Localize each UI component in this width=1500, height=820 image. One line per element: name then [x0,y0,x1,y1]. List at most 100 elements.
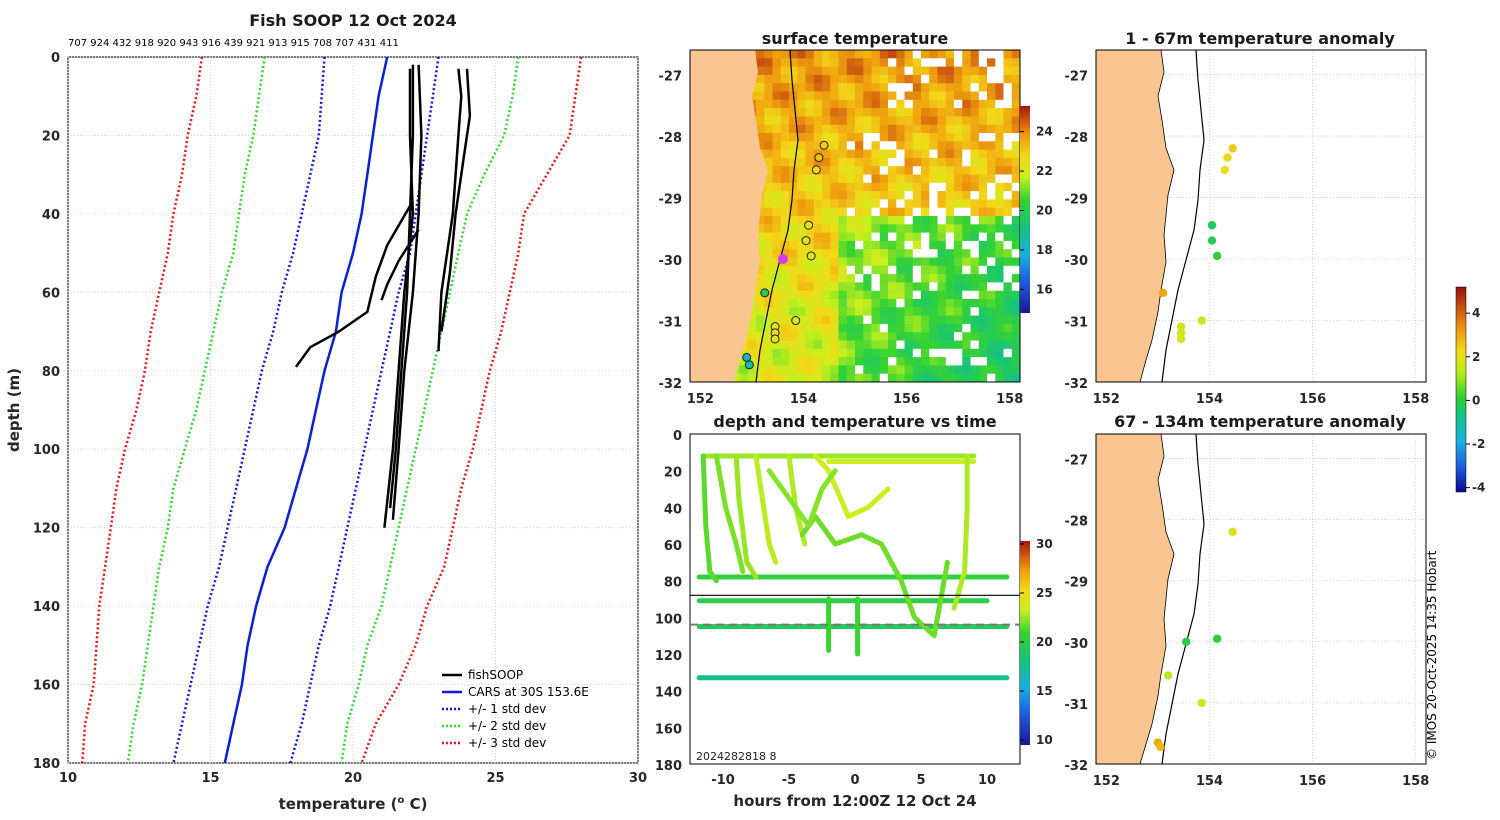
sst-cell [813,66,823,76]
sst-cell [921,174,930,184]
sst-cell [830,141,839,150]
sst-cell [813,348,823,358]
sst-cell [871,207,881,217]
sst-cell [747,348,757,358]
sst-station-marker [811,165,821,175]
sst-cell [772,124,782,134]
sst-cell [805,199,815,209]
sst-cell [921,58,930,67]
sst-cell [945,332,955,341]
sst-cell [756,348,765,358]
sst-cell [756,232,765,242]
sst-cell [954,216,963,225]
sst-cell [1003,282,1013,292]
sst-cell [888,149,897,159]
sst-cell [855,83,864,92]
sst-cell [995,315,1004,325]
sst-cell [813,265,823,275]
sst-cell [954,191,963,200]
sst-cell [789,282,798,292]
sst-cell [937,124,947,134]
sst-cell [888,66,897,76]
sst-cell [805,141,815,150]
sst-cell [978,274,988,283]
sst-cell [789,58,798,67]
sst-cell [896,83,905,92]
sst-cell [896,141,905,150]
sst-cell [863,257,872,267]
sst-cell [838,340,848,350]
sst-cell [970,116,980,126]
sst-cell [871,224,881,233]
sst-cell [805,99,815,109]
sst-cell [888,124,897,134]
sst-cell [970,240,980,250]
sst-cell [797,265,806,275]
sst-cell [937,299,947,308]
sst-cell [879,299,889,308]
sst-cell [813,357,823,366]
sst-cell [813,91,823,101]
ts-ytick: 160 [655,722,682,737]
sst-cell [871,332,881,341]
sst-cell [937,207,947,217]
sst-cell [772,348,782,358]
sst-cell [813,191,823,200]
sst-cell [789,149,798,159]
sst-cell [978,207,988,217]
sst-cell [822,323,831,333]
sst-cell [962,307,971,316]
sst-cell [896,133,905,142]
sst-cell [1011,157,1020,167]
sst-cell [896,74,905,84]
ts-track-11 [812,453,891,519]
profile-series-11 [440,68,472,332]
sst-cell [830,133,839,142]
sst-cell [970,365,980,375]
sst-cell [995,50,1004,59]
sst-cell [1003,332,1013,341]
sst-cell [764,116,773,126]
sst-cell [896,249,905,258]
sst-cell [772,66,782,76]
sst-cell [871,191,881,200]
sst-title: surface temperature [762,29,949,48]
sst-cell [822,116,831,126]
sst-cell [780,274,790,283]
sst-cbar-label: 16 [1036,282,1053,296]
sst-cell [945,357,955,366]
sst-cell [764,249,773,258]
sst-cell [879,257,889,267]
sst-cell [789,332,798,341]
sst-cell [995,182,1004,192]
legend-label-std2: +/- 2 std dev [468,719,546,733]
sst-cell [954,99,963,109]
sst-cell [756,224,765,233]
sst-cell [987,174,996,184]
sst-cell [904,299,914,308]
sst-cell [896,182,905,192]
profile-title: Fish SOOP 12 Oct 2024 [249,11,457,30]
sst-cell [772,207,782,217]
sst-cell [904,265,914,275]
sst-cell [855,365,864,375]
sst-cell [995,191,1004,200]
sst-cell [879,91,889,101]
sst-cell [912,315,922,325]
sst-cell [789,74,798,84]
sst-cell [962,257,971,267]
sst-cell [921,315,930,325]
sst-cell [912,141,922,150]
sst-cell [962,199,971,209]
sst-cell [929,323,938,333]
sst-cell [764,299,773,308]
surface-temperature-map: surface temperature 152 154 156 158 -27 -28 -2… [659,29,1053,407]
ts-ytick: 60 [664,539,682,554]
sst-cell [780,141,790,150]
sst-cell [805,332,815,341]
sst-cell [954,207,963,217]
sst-cell [871,174,881,184]
sst-cell [937,133,947,142]
map-xtick: 158 [996,392,1023,407]
profile-xtick: 20 [344,771,362,786]
